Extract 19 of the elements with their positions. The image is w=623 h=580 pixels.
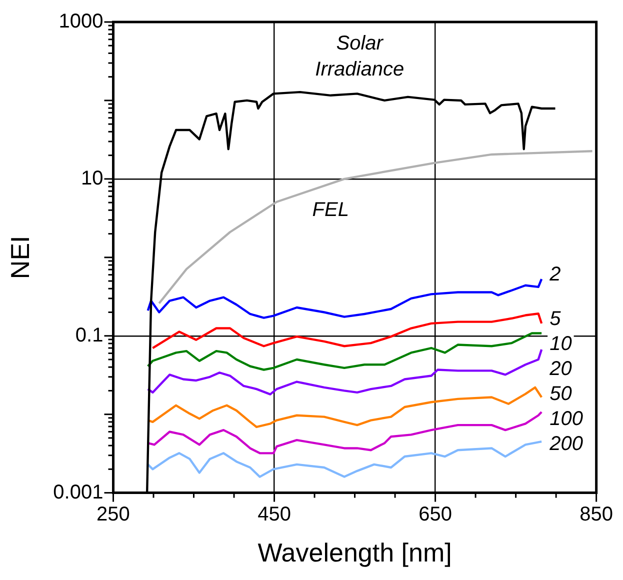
series-label: Solar Irradiance <box>315 32 404 81</box>
y-tick-label: 0.1 <box>75 324 104 346</box>
y-tick-label: 0.001 <box>53 481 104 504</box>
x-tick-label: 250 <box>96 503 130 526</box>
x-axis-title: Wavelength [nm] <box>258 538 452 568</box>
y-tick-label: 10 <box>81 167 104 190</box>
series-label: 5 <box>550 308 562 330</box>
series-label: 200 <box>548 433 583 456</box>
series-label: 50 <box>550 383 572 406</box>
x-tick-label: 450 <box>258 503 291 526</box>
series-label: 10 <box>550 333 572 356</box>
y-axis-title: NEI <box>4 236 35 280</box>
y-tick-label: 1000 <box>58 10 104 33</box>
series-label: FEL <box>312 198 349 221</box>
series-label: 2 <box>548 264 561 286</box>
x-tick-label: 850 <box>580 503 614 526</box>
series-label: 20 <box>548 358 572 380</box>
x-tick-label: 650 <box>418 503 452 526</box>
series-label: 100 <box>550 408 583 430</box>
